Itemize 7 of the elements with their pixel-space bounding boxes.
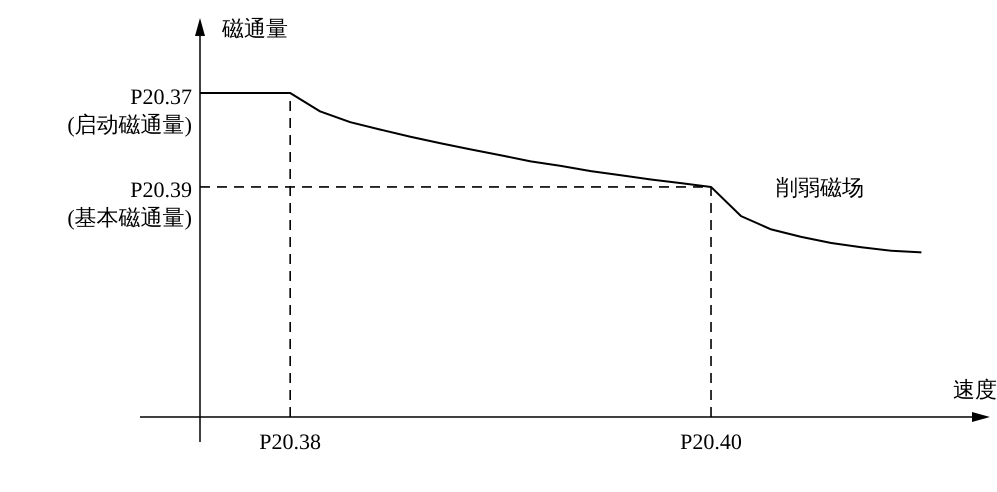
y-axis-title: 磁通量	[221, 16, 288, 41]
annotation: P20.39 (基本磁通量)	[67, 177, 192, 230]
annotation: 削弱磁场	[776, 175, 864, 200]
x-tick-label: P20.40	[680, 429, 742, 454]
x-axis-title: 速度	[953, 377, 997, 402]
x-tick-label: P20.38	[259, 429, 322, 454]
annotation: P20.37 (启动磁通量)	[67, 84, 192, 137]
